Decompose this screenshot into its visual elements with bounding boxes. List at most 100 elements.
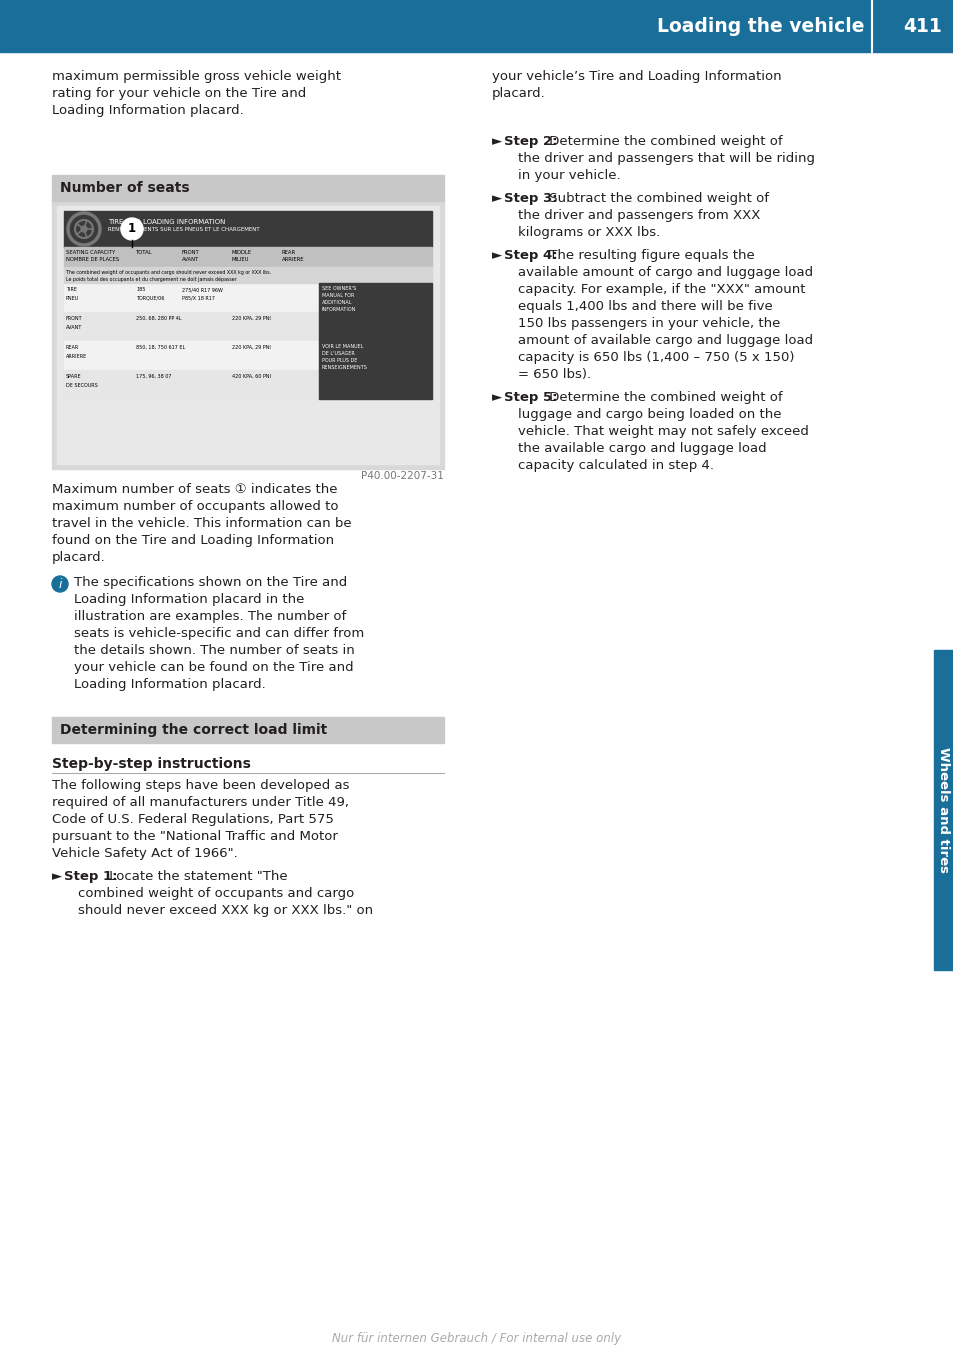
Text: Loading Information placard.: Loading Information placard.: [52, 104, 244, 116]
Text: The combined weight of occupants and cargo should never exceed XXX kg or XXX lbs: The combined weight of occupants and car…: [66, 269, 271, 275]
Text: the driver and passengers that will be riding: the driver and passengers that will be r…: [517, 152, 814, 165]
Text: combined weight of occupants and cargo: combined weight of occupants and cargo: [78, 887, 354, 900]
Text: REAR: REAR: [282, 250, 295, 255]
Text: Step 4:: Step 4:: [503, 249, 558, 263]
Text: Subtract the combined weight of: Subtract the combined weight of: [544, 192, 768, 204]
Text: AVANT: AVANT: [66, 325, 82, 330]
Text: Locate the statement "The: Locate the statement "The: [105, 871, 287, 883]
Text: TIRE AND LOADING INFORMATION: TIRE AND LOADING INFORMATION: [108, 219, 225, 225]
Text: placard.: placard.: [492, 87, 545, 100]
Text: equals 1,400 lbs and there will be five: equals 1,400 lbs and there will be five: [517, 301, 772, 313]
Text: Number of seats: Number of seats: [60, 181, 190, 195]
Text: ►: ►: [492, 391, 506, 403]
Text: pursuant to the "National Traffic and Motor: pursuant to the "National Traffic and Mo…: [52, 830, 337, 844]
Text: amount of available cargo and luggage load: amount of available cargo and luggage lo…: [517, 334, 812, 347]
Text: maximum number of occupants allowed to: maximum number of occupants allowed to: [52, 500, 338, 513]
Text: kilograms or XXX lbs.: kilograms or XXX lbs.: [517, 226, 659, 240]
Text: VOIR LE MANUEL
DE L'USAGER
POUR PLUS DE
RENSEIGNEMENTS: VOIR LE MANUEL DE L'USAGER POUR PLUS DE …: [322, 344, 368, 370]
Text: Nur für internen Gebrauch / For internal use only: Nur für internen Gebrauch / For internal…: [332, 1332, 621, 1345]
Text: ►: ►: [492, 135, 506, 148]
Text: Loading the vehicle: Loading the vehicle: [657, 16, 864, 35]
Text: PNEU: PNEU: [66, 297, 79, 301]
Text: Determine the combined weight of: Determine the combined weight of: [544, 391, 781, 403]
Text: rating for your vehicle on the Tire and: rating for your vehicle on the Tire and: [52, 87, 306, 100]
Text: placard.: placard.: [52, 551, 106, 565]
Text: 220 KPA, 29 PNI: 220 KPA, 29 PNI: [232, 315, 271, 321]
Text: FRONT: FRONT: [66, 315, 83, 321]
Bar: [0, 0, 953, 51]
Bar: [52, 200, 443, 468]
Text: SPARE: SPARE: [66, 374, 82, 379]
Text: 850, 18, 750 617 EL: 850, 18, 750 617 EL: [136, 345, 185, 349]
Text: 411: 411: [902, 16, 941, 35]
Bar: [933, 650, 953, 969]
Text: maximum permissible gross vehicle weight: maximum permissible gross vehicle weight: [52, 70, 340, 83]
Text: illustration are examples. The number of: illustration are examples. The number of: [74, 611, 346, 623]
Text: Determine the combined weight of: Determine the combined weight of: [544, 135, 781, 148]
Text: NOMBRE DE PLACES: NOMBRE DE PLACES: [66, 257, 119, 263]
Circle shape: [52, 575, 68, 592]
Text: Loading Information placard in the: Loading Information placard in the: [74, 593, 304, 607]
Text: Wheels and tires: Wheels and tires: [937, 747, 949, 873]
Text: capacity is 650 lbs (1,400 – 750 (5 x 150): capacity is 650 lbs (1,400 – 750 (5 x 15…: [517, 351, 794, 364]
Text: = 650 lbs).: = 650 lbs).: [517, 368, 591, 380]
Text: Loading Information placard.: Loading Information placard.: [74, 678, 266, 691]
Text: should never exceed XXX kg or XXX lbs." on: should never exceed XXX kg or XXX lbs." …: [78, 904, 373, 917]
Text: Step 2:: Step 2:: [503, 135, 557, 148]
Text: required of all manufacturers under Title 49,: required of all manufacturers under Titl…: [52, 796, 349, 808]
Text: AVANT: AVANT: [182, 257, 199, 263]
Text: The following steps have been developed as: The following steps have been developed …: [52, 779, 349, 792]
Text: The specifications shown on the Tire and: The specifications shown on the Tire and: [74, 575, 347, 589]
Text: TIRE: TIRE: [66, 287, 77, 292]
Text: 1: 1: [128, 222, 136, 236]
Text: Determining the correct load limit: Determining the correct load limit: [60, 723, 327, 737]
Text: the driver and passengers from XXX: the driver and passengers from XXX: [517, 209, 760, 222]
Bar: [52, 718, 443, 743]
Text: RENSEIGNEMENTS SUR LES PNEUS ET LE CHARGEMENT: RENSEIGNEMENTS SUR LES PNEUS ET LE CHARG…: [108, 227, 259, 232]
Text: 420 KPA, 60 PNI: 420 KPA, 60 PNI: [232, 374, 271, 379]
Text: Step-by-step instructions: Step-by-step instructions: [52, 757, 251, 770]
Text: TORQUE/06: TORQUE/06: [136, 297, 164, 301]
Text: 150 lbs passengers in your vehicle, the: 150 lbs passengers in your vehicle, the: [517, 317, 780, 330]
Bar: [64, 370, 318, 399]
Text: seats is vehicle-specific and can differ from: seats is vehicle-specific and can differ…: [74, 627, 364, 640]
Text: ►: ►: [492, 249, 506, 263]
Text: ARRIERE: ARRIERE: [66, 353, 87, 359]
Text: The resulting figure equals the: The resulting figure equals the: [544, 249, 754, 263]
Text: REAR: REAR: [66, 345, 79, 349]
Text: SEE OWNER'S
MANUAL FOR
ADDITIONAL
INFORMATION: SEE OWNER'S MANUAL FOR ADDITIONAL INFORM…: [322, 286, 356, 311]
Text: the details shown. The number of seats in: the details shown. The number of seats i…: [74, 645, 355, 657]
Text: travel in the vehicle. This information can be: travel in the vehicle. This information …: [52, 517, 352, 529]
Bar: [64, 341, 318, 370]
Text: MILIEU: MILIEU: [232, 257, 250, 263]
Text: Step 1:: Step 1:: [64, 871, 117, 883]
Text: TOTAL: TOTAL: [136, 250, 152, 255]
Text: ►: ►: [52, 871, 67, 883]
Text: in your vehicle.: in your vehicle.: [517, 169, 620, 181]
Text: 220 KPA, 29 PNI: 220 KPA, 29 PNI: [232, 345, 271, 349]
Bar: [64, 211, 432, 246]
Text: 185: 185: [136, 287, 145, 292]
Bar: [318, 283, 432, 399]
Text: luggage and cargo being loaded on the: luggage and cargo being loaded on the: [517, 408, 781, 421]
Text: Maximum number of seats ① indicates the: Maximum number of seats ① indicates the: [52, 483, 337, 496]
Text: Vehicle Safety Act of 1966".: Vehicle Safety Act of 1966".: [52, 848, 237, 860]
Text: your vehicle’s Tire and Loading Information: your vehicle’s Tire and Loading Informat…: [492, 70, 781, 83]
Text: i: i: [58, 578, 62, 590]
Text: your vehicle can be found on the Tire and: your vehicle can be found on the Tire an…: [74, 661, 354, 674]
Text: Step 5:: Step 5:: [503, 391, 557, 403]
Text: 275/40 R17 96W: 275/40 R17 96W: [182, 287, 223, 292]
Bar: [64, 246, 432, 267]
Circle shape: [81, 226, 87, 232]
Text: the available cargo and luggage load: the available cargo and luggage load: [517, 441, 766, 455]
Text: vehicle. That weight may not safely exceed: vehicle. That weight may not safely exce…: [517, 425, 808, 437]
Text: found on the Tire and Loading Information: found on the Tire and Loading Informatio…: [52, 533, 334, 547]
Text: capacity calculated in step 4.: capacity calculated in step 4.: [517, 459, 713, 473]
Text: capacity. For example, if the "XXX" amount: capacity. For example, if the "XXX" amou…: [517, 283, 804, 297]
Text: 250, 68, 280 PP 4L: 250, 68, 280 PP 4L: [136, 315, 181, 321]
Text: Code of U.S. Federal Regulations, Part 575: Code of U.S. Federal Regulations, Part 5…: [52, 812, 334, 826]
Text: ►: ►: [492, 192, 506, 204]
Text: P40.00-2207-31: P40.00-2207-31: [361, 471, 443, 481]
Circle shape: [121, 218, 143, 240]
Text: SEATING CAPACITY: SEATING CAPACITY: [66, 250, 115, 255]
